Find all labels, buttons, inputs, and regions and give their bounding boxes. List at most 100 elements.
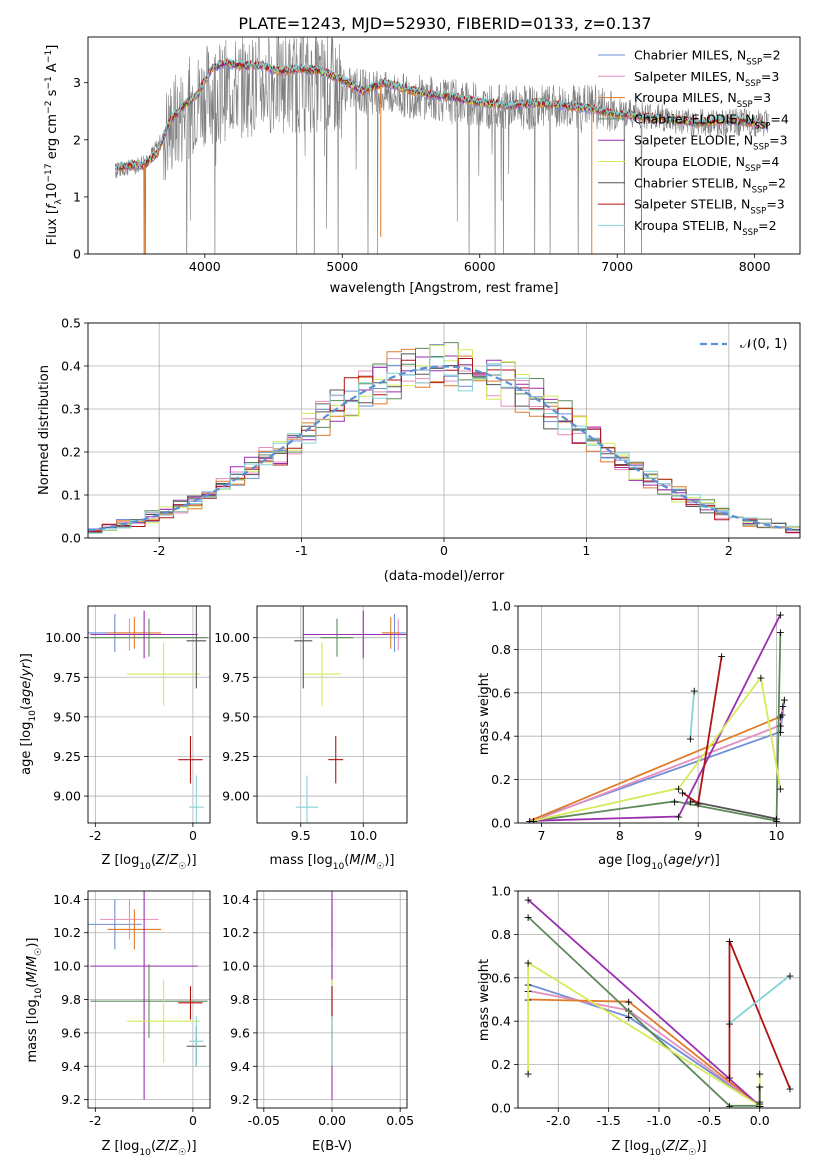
weight-marker: + [717, 650, 726, 663]
label-part: Z [log [611, 1139, 649, 1154]
mass-vs-Z-plot-area [88, 891, 208, 1100]
age-vs-mass-plot-area [294, 606, 407, 823]
label-part: )] [25, 938, 40, 948]
y-tick-label: 0.3 [61, 402, 81, 417]
legend-entry-sub: SSP [752, 185, 768, 195]
legend-entry-n: =3 [766, 197, 784, 212]
weight-marker: + [624, 1011, 633, 1024]
label-part: M [365, 853, 376, 868]
legend-entry-text: Chabrier STELIB, N [634, 175, 752, 190]
weight-marker: + [670, 795, 679, 808]
weight-marker: + [777, 709, 786, 722]
weight-line [529, 699, 786, 822]
label-part: age [log [19, 722, 34, 775]
y-tick-label: 0.4 [61, 359, 81, 374]
legend-entry-sub: SSP [745, 164, 761, 174]
y-axis-label: mass weight [477, 673, 492, 755]
weight-line [527, 983, 761, 1107]
y-tick-label: 9.6 [61, 1025, 81, 1040]
legend-entry: Chabrier ELODIE, NSSP=4 [634, 111, 789, 131]
label-part: 10 [28, 710, 38, 722]
weight-marker: + [686, 795, 695, 808]
weight-line [527, 989, 761, 1107]
weight-marker: + [776, 626, 785, 639]
weight-marker: + [756, 672, 765, 685]
y-tick-label: 3 [73, 75, 81, 90]
weight-marker: + [674, 810, 683, 823]
weight-marker: + [529, 815, 538, 828]
weight-line [681, 655, 723, 806]
x-tick-label: 2 [725, 543, 733, 558]
weight-marker: + [772, 815, 781, 828]
x-axis-label: age [log10(age/yr)] [598, 853, 720, 872]
legend-entry: Chabrier MILES, NSSP=2 [634, 48, 781, 68]
weight-marker: + [776, 711, 785, 724]
label-part: Z [168, 1139, 179, 1154]
weight-line [728, 940, 791, 1089]
x-tick-label: 8000 [739, 259, 771, 274]
weight-marker: + [725, 1072, 734, 1085]
y-tick-label: 9.2 [230, 1092, 250, 1107]
x-axis-label: wavelength [Angstrom, rest frame] [330, 281, 559, 296]
weight-marker: + [525, 815, 534, 828]
x-tick-label: 9.5 [291, 828, 311, 843]
label-part: M [25, 971, 40, 982]
legend-entry-text: Kroupa ELODIE, N [634, 154, 745, 169]
legend-entry-sub: SSP [754, 121, 770, 131]
age-vs-mass-frame [256, 605, 408, 824]
legend-entry-sub: SSP [737, 100, 753, 110]
label-part: Z [665, 1139, 676, 1154]
y-tick-label: 10.00 [45, 630, 81, 645]
x-tick-label: -2.0 [546, 1113, 570, 1128]
label-part: −17 [44, 163, 54, 182]
x-tick-label: -1.5 [596, 1113, 620, 1128]
weight-marker: + [780, 693, 789, 706]
legend-entry-text: Salpeter MILES, N [634, 69, 745, 84]
x-tick-label: -2 [89, 828, 101, 843]
x-axis-label: Z [log10(Z/Z☉)] [101, 1139, 196, 1158]
label-part: Flux [ [45, 209, 60, 245]
y-tick-label: 1.0 [491, 599, 511, 614]
mass-vs-ebv-panel: -0.05 0.00 0.05 9.2 9.4 9.6 9.8 10.0 10.2 10.4 E(B… [222, 890, 414, 1154]
y-tick-label: 2 [73, 132, 81, 147]
weight-line [689, 690, 696, 739]
legend-entry-text: Kroupa MILES, N [634, 90, 737, 105]
age-vs-mass-panel: 9.5 10.0 9.00 9.25 9.50 9.75 10.00 mass [log10(… [214, 605, 408, 872]
y-tick-label: 0.0 [491, 1101, 511, 1116]
label-part: erg cm [45, 114, 60, 163]
label-part: yr [19, 662, 34, 678]
y-tick-label: 0.6 [491, 685, 511, 700]
legend-entry-sub: SSP [742, 228, 758, 238]
label-part: ( [663, 853, 668, 868]
y-tick-label: 9.8 [61, 992, 81, 1007]
weight-vs-age-panel: ++++++++++++++ +++++++++++++7 8 9 10 0.0 0.2 0.… [477, 599, 801, 872]
weight-marker: + [772, 813, 781, 826]
label-part: )] [186, 853, 196, 868]
label-part: ☉ [178, 862, 186, 872]
y-tick-label: 0.8 [491, 927, 511, 942]
label-part: 10 [649, 1148, 661, 1158]
legend-entry: Salpeter STELIB, NSSP=3 [634, 197, 785, 217]
legend-entry-n: =2 [762, 48, 780, 63]
label-part: mass [log [25, 999, 40, 1062]
weight-marker: + [523, 911, 532, 924]
label-part: ( [344, 853, 349, 868]
weight-marker: + [785, 1082, 794, 1095]
weight-marker: + [755, 1098, 764, 1111]
figure-title: PLATE=1243, MJD=52930, FIBERID=0133, z=0… [238, 14, 651, 33]
x-tick-label: 8 [616, 828, 624, 843]
weight-line [528, 998, 761, 1107]
legend-entry-n: =4 [770, 111, 788, 126]
weight-marker: + [725, 1100, 734, 1113]
y-tick-label: 9.50 [222, 709, 250, 724]
y-tick-label: 10.0 [222, 959, 250, 974]
weight-marker: + [523, 957, 532, 970]
label-part: / [25, 966, 40, 971]
label-part: ☉ [376, 862, 384, 872]
y-tick-label: 0.2 [491, 772, 511, 787]
weight-marker: + [725, 935, 734, 948]
legend-entry-sub: SSP [746, 58, 762, 68]
label-part: ( [25, 983, 40, 988]
